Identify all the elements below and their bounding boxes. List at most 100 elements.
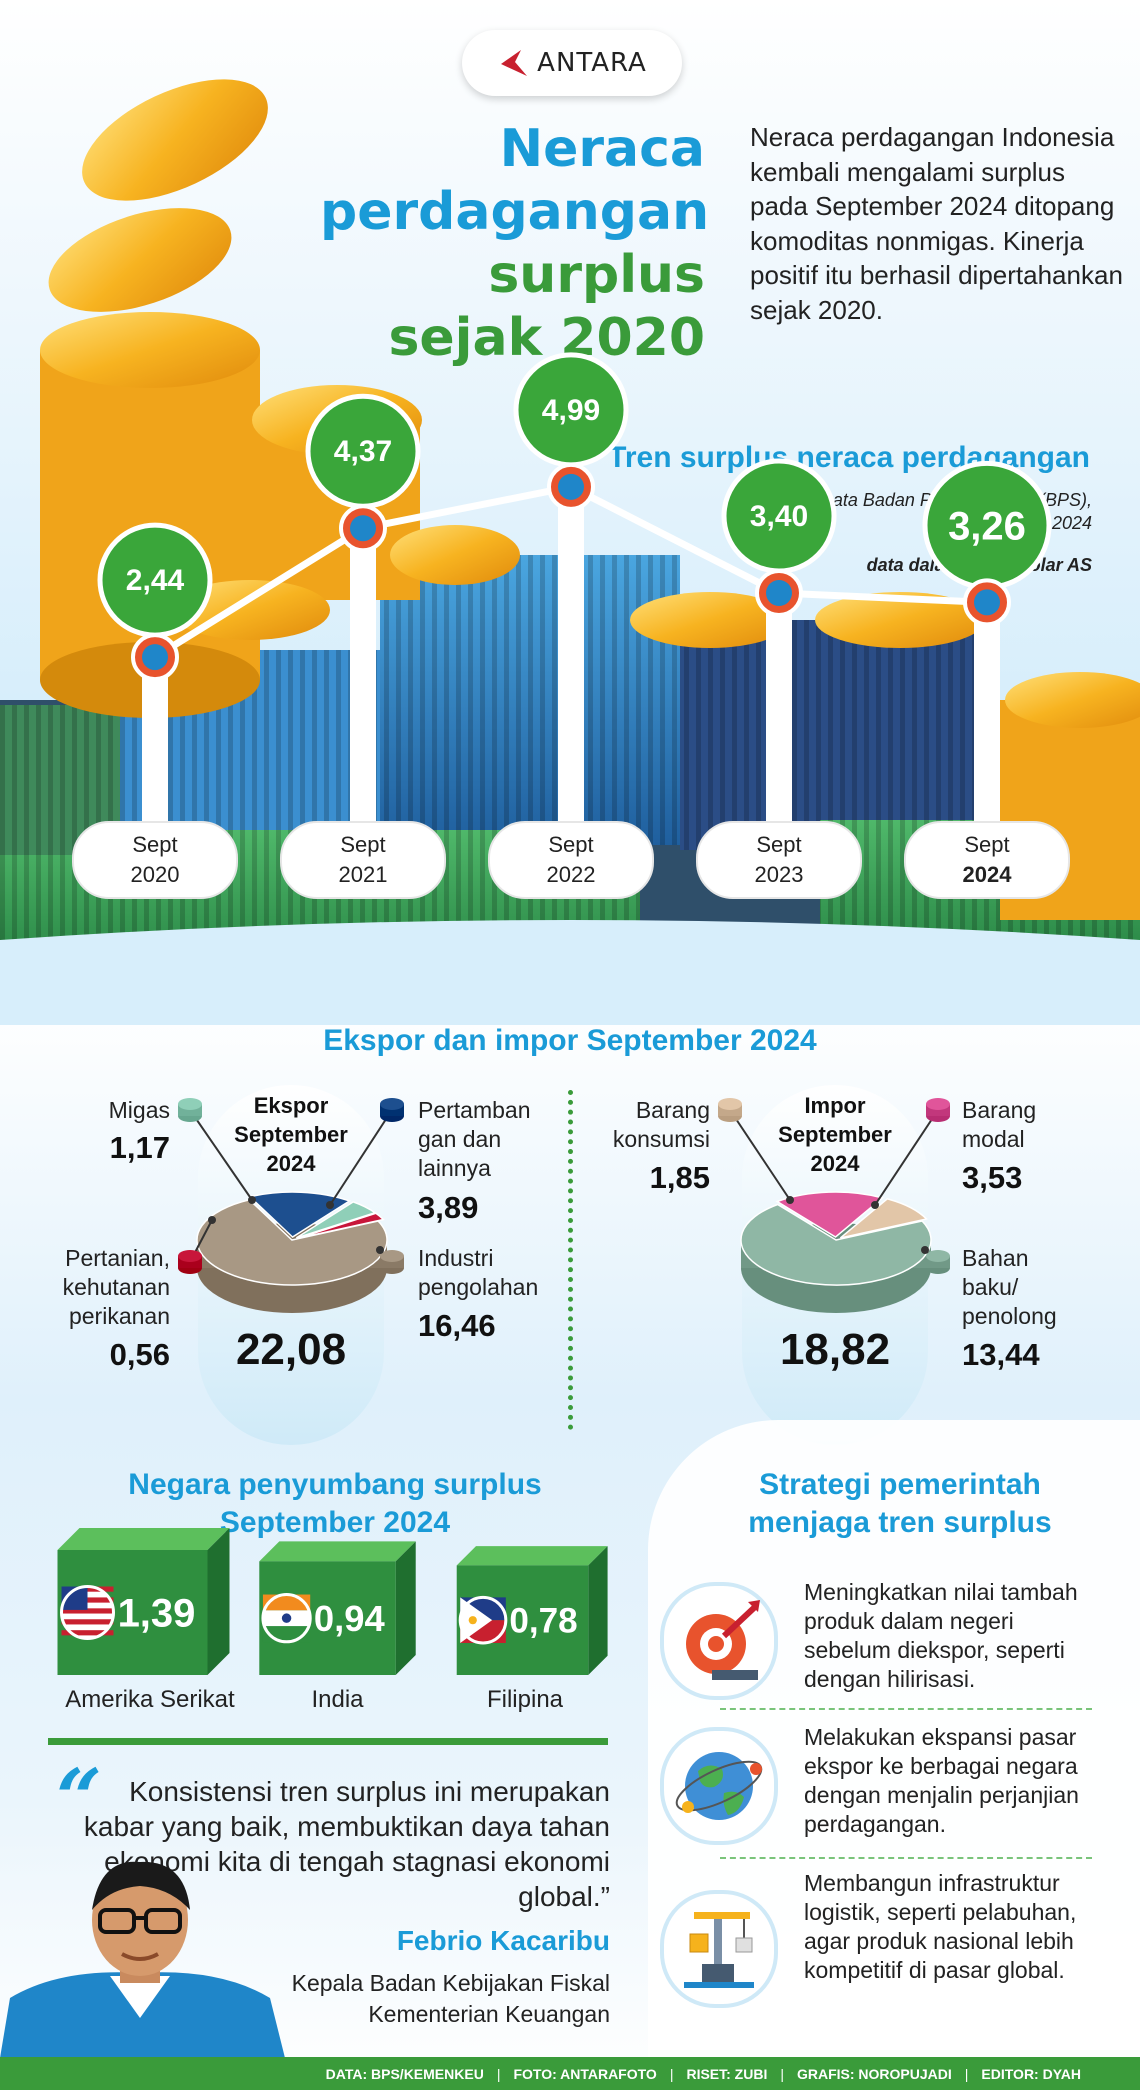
- strategy-separator-1: [720, 1708, 1092, 1710]
- country-box-top-2: [259, 1541, 416, 1562]
- export-slice-1: [196, 1198, 388, 1286]
- country-boxes: 1,39 0,94 0,78: [57, 1528, 608, 1675]
- export-tambang-leader: [329, 1109, 393, 1206]
- trend-pillar-1: [142, 657, 168, 830]
- export-label-tambang: Pertamban gan dan lainnya: [418, 1096, 568, 1183]
- speaker-portrait: [0, 1861, 285, 2058]
- country-box-top-3: [456, 1546, 608, 1566]
- trend-category-pill-3: [488, 821, 654, 899]
- logo-text: ANTARA: [537, 48, 647, 78]
- exim-title: Ekspor dan impor September 2024: [323, 1024, 817, 1057]
- trend-x-tick-line2-5: 2024: [963, 862, 1013, 887]
- export-industri-marker-top: [380, 1250, 404, 1262]
- trend-pillar-3: [558, 486, 584, 830]
- antara-logo: ANTARA: [462, 30, 682, 96]
- trend-x-tick-line1-5: Sept: [964, 832, 1009, 857]
- import-title-line-2: September: [778, 1122, 892, 1147]
- strategy-item-3-icon: [660, 1890, 778, 2008]
- modal-line-2: modal: [962, 1126, 1025, 1152]
- strategy-title-line-2: menjaga tren surplus: [748, 1506, 1052, 1539]
- import-modal-leader: [874, 1109, 939, 1206]
- trend-x-tick-line1-1: Sept: [132, 832, 177, 857]
- export-value-tani: 0,56: [109, 1337, 170, 1372]
- export-total: 22,08: [235, 1325, 347, 1374]
- import-modal-leader-dot: [871, 1201, 879, 1209]
- strategy-item-3-text: Membangun infrastruktur logistik, sepert…: [804, 1870, 1077, 1983]
- export-label-industri: Industri pengolahan: [418, 1244, 568, 1302]
- import-label-modal: Barang modal: [962, 1096, 1102, 1154]
- trend-point-inner-3: [558, 473, 584, 500]
- export-title-line-1: Ekspor: [253, 1093, 329, 1118]
- export-tambang-marker-top: [380, 1098, 404, 1110]
- trend-pillar-5: [974, 602, 1000, 830]
- intro-text: Neraca perdagangan Indonesia kembali men…: [750, 122, 1123, 325]
- tambang-line-2: gan dan: [418, 1126, 502, 1152]
- factory-arrow-icon: [686, 1600, 760, 1680]
- export-slice-2: [248, 1191, 352, 1238]
- trend-data-label-5: 3,26: [948, 504, 1026, 548]
- country-title-line-2: September 2024: [219, 1506, 451, 1539]
- tani-line-1: Pertanian,: [65, 1245, 170, 1271]
- quote-mark-icon: “: [56, 1751, 103, 1845]
- import-slice-3: [839, 1198, 928, 1239]
- trend-point-inner-2: [350, 515, 376, 542]
- tani-line-2: kehutanan: [62, 1274, 170, 1300]
- import-label-konsumsi: Barang konsumsi: [590, 1096, 710, 1154]
- exim-divider: [568, 1090, 573, 1430]
- export-migas-leader: [189, 1109, 253, 1201]
- export-title-line-2: September: [234, 1122, 348, 1147]
- import-title-line-3: 2024: [810, 1151, 860, 1176]
- country-box-top-1: [57, 1528, 230, 1550]
- quote-role: Kepala Badan Kebijakan Fiskal Kementeria…: [250, 1968, 610, 2030]
- footer-photo: FOTO: ANTARAFOTO: [513, 2065, 657, 2082]
- strategy-item-2-icon: [660, 1727, 778, 1845]
- country-value-label-3: 0,78: [509, 1601, 577, 1640]
- trend-point-inner-1: [142, 644, 168, 671]
- country-value-label-1: 1,39: [118, 1592, 196, 1636]
- export-value-tambang: 3,89: [418, 1190, 479, 1225]
- import-label-baku: Bahan baku/ penolong: [962, 1244, 1102, 1331]
- trend-pillar-4: [766, 593, 792, 830]
- antara-logo-mark-icon: [501, 50, 528, 76]
- country-title: Negara penyumbang surplus September 2024: [40, 1466, 630, 1542]
- india-flag: [261, 1593, 312, 1644]
- export-pie-title: Ekspor September 2024: [200, 1091, 382, 1178]
- export-label-migas: Migas: [108, 1097, 170, 1123]
- port-crane-icon: [684, 1912, 754, 1988]
- import-slice-2: [775, 1191, 885, 1238]
- trend-x-tick-line2-2: 2021: [339, 862, 388, 887]
- usa-flag: [60, 1585, 115, 1640]
- import-konsumsi-marker-top: [718, 1098, 742, 1110]
- industri-line-1: Industri: [418, 1245, 494, 1271]
- industri-line-2: pengolahan: [418, 1274, 539, 1300]
- strategy-item-1-text: Meningkatkan nilai tambah produk dalam n…: [804, 1579, 1078, 1692]
- country-box-side-2: [395, 1541, 416, 1675]
- strategy-item-2-text: Melakukan ekspansi pasar ekspor ke berba…: [804, 1724, 1079, 1837]
- export-value-industri: 16,46: [418, 1308, 496, 1343]
- country-box-side-3: [588, 1546, 608, 1675]
- country-name-india: India: [311, 1686, 364, 1713]
- country-name-philippines: Filipina: [486, 1686, 564, 1713]
- footer-data: DATA: BPS/KEMENKEU: [325, 2065, 484, 2082]
- baku-line-2: baku/: [962, 1274, 1019, 1300]
- quote-text: Konsistensi tren surplus ini merupakan k…: [83, 1776, 610, 1912]
- footer-editor: EDITOR: DYAH: [981, 2065, 1081, 2082]
- import-slice-1: [740, 1203, 932, 1286]
- quote-role-line-2: Kementerian Keuangan: [368, 2001, 610, 2027]
- trend-x-tick-line1-3: Sept: [548, 832, 593, 857]
- trend-x-tick-line1-2: Sept: [340, 832, 385, 857]
- konsumsi-line-2: konsumsi: [612, 1126, 710, 1152]
- trend-point-inner-5: [974, 589, 1000, 616]
- country-name-usa: Amerika Serikat: [65, 1686, 235, 1713]
- country-value-label-2: 0,94: [314, 1598, 386, 1639]
- import-value-konsumsi: 1,85: [649, 1160, 710, 1195]
- quote-name: Febrio Kacaribu: [396, 1925, 610, 1956]
- trend-x-tick-line2-3: 2022: [547, 862, 596, 887]
- trend-pillar-2: [350, 528, 376, 830]
- import-baku-leader-dot: [921, 1246, 929, 1254]
- green-rule: [48, 1738, 608, 1745]
- baku-line-3: penolong: [962, 1303, 1057, 1329]
- trend-data-label-1: 2,44: [126, 564, 185, 597]
- footer-research: RISET: ZUBI: [686, 2065, 768, 2082]
- konsumsi-line-1: Barang: [635, 1097, 710, 1123]
